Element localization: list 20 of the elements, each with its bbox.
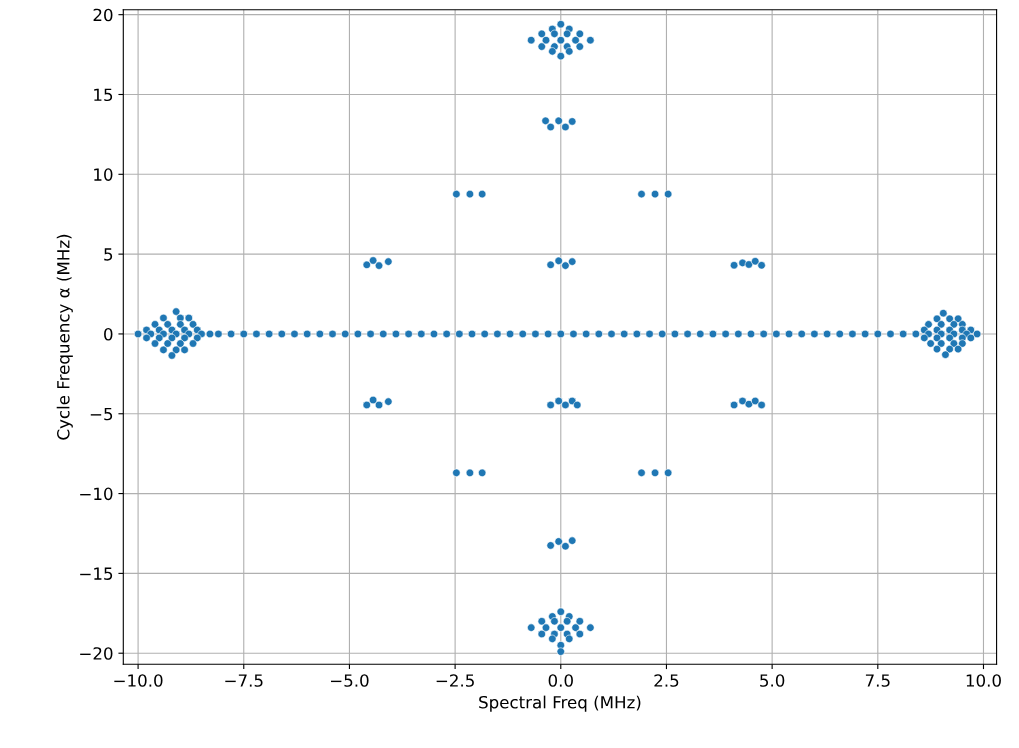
x-tick-label: −2.5 [436,674,474,687]
x-tick-label: −5.0 [330,674,369,687]
x-tick-label: 5.0 [760,674,785,687]
y-tick-label: −20 [80,647,113,660]
x-tick-label: 0.0 [548,674,573,687]
x-tick-label: −10.0 [114,674,163,687]
y-tick-label: 15 [94,88,113,102]
y-tick-label: 0 [104,327,113,341]
x-axis-title: Spectral Freq (MHz) [479,695,641,712]
y-tick-label: −5 [90,407,113,421]
y-tick-label: 20 [93,8,113,22]
x-tick-label: 7.5 [865,674,890,687]
y-axis-title: Cycle Frequency α (MHz) [56,234,73,440]
y-tick-label: −15 [80,567,113,580]
y-tick-label: 5 [104,248,113,261]
x-tick-label: 10.0 [966,674,1001,687]
y-tick-label: 10 [94,168,113,181]
x-tick-label: 2.5 [654,674,679,687]
x-tick-label: −7.5 [225,674,263,687]
y-tick-label: −10 [80,487,113,501]
